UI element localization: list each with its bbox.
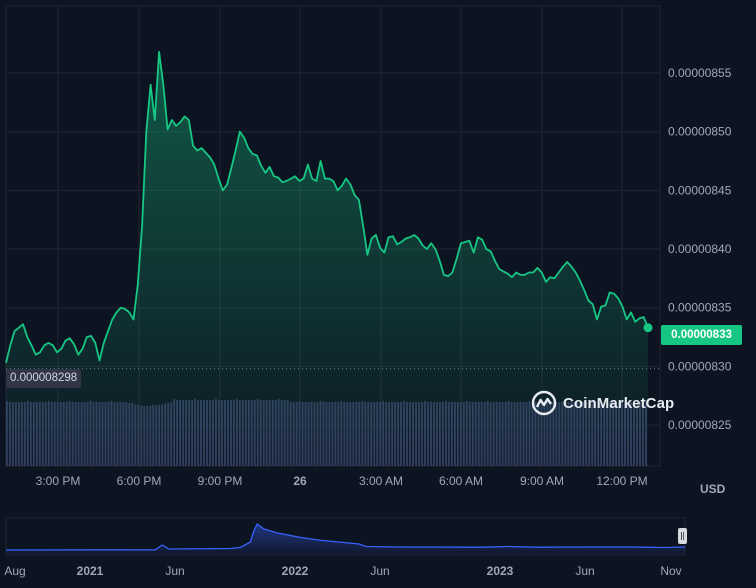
y-axis: 0.00000855 0.00000850 0.00000845 0.00000840… — [668, 66, 732, 432]
x-axis: 3:00 PM 6:00 PM 9:00 PM 26 3:00 AM 6:00 AM 9:0… — [36, 474, 648, 488]
y-tick-label: 0.00000830 — [668, 359, 732, 373]
y-tick-label: 0.00000855 — [668, 66, 732, 80]
x-tick-label: 9:00 PM — [198, 474, 243, 488]
x-tick-label: 3:00 AM — [359, 474, 403, 488]
x-tick-label: 6:00 PM — [117, 474, 162, 488]
watermark: CoinMarketCap — [531, 390, 674, 416]
navigator-tick-label: 2021 — [77, 564, 104, 578]
x-tick-label: 6:00 AM — [439, 474, 483, 488]
y-tick-label: 0.00000845 — [668, 183, 732, 197]
navigator-tick-label: Aug — [4, 564, 25, 578]
navigator-range-handle[interactable] — [678, 528, 687, 544]
brand-name: CoinMarketCap — [563, 394, 675, 412]
current-price-label: 0.00000833 — [661, 325, 742, 345]
y-tick-label: 0.00000835 — [668, 301, 732, 315]
navigator-tick-label: Jun — [165, 564, 184, 578]
price-line — [5, 51, 649, 364]
y-tick-label: 0.00000850 — [668, 125, 732, 139]
navigator-line — [5, 523, 686, 551]
x-tick-label: 26 — [293, 474, 307, 488]
y-tick-label: 0.00000825 — [668, 418, 732, 432]
price-area-fill — [6, 51, 648, 467]
x-tick-label: 9:00 AM — [520, 474, 564, 488]
baseline-price-label: 0.000008298 — [6, 369, 82, 388]
y-tick-label: 0.00000840 — [668, 242, 732, 256]
x-tick-label: 3:00 PM — [36, 474, 81, 488]
navigator-axis: Aug 2021 Jun 2022 Jun 2023 Jun Nov — [4, 564, 681, 578]
coinmarketcap-logo-icon — [531, 390, 557, 416]
navigator-tick-label: Jun — [575, 564, 594, 578]
navigator-tick-label: Jun — [370, 564, 389, 578]
x-tick-label: 12:00 PM — [596, 474, 647, 488]
current-price-marker — [643, 323, 653, 333]
navigator-tick-label: 2022 — [282, 564, 309, 578]
navigator-tick-label: 2023 — [487, 564, 514, 578]
navigator-tick-label: Nov — [660, 564, 681, 578]
currency-unit-label: USD — [700, 482, 726, 496]
